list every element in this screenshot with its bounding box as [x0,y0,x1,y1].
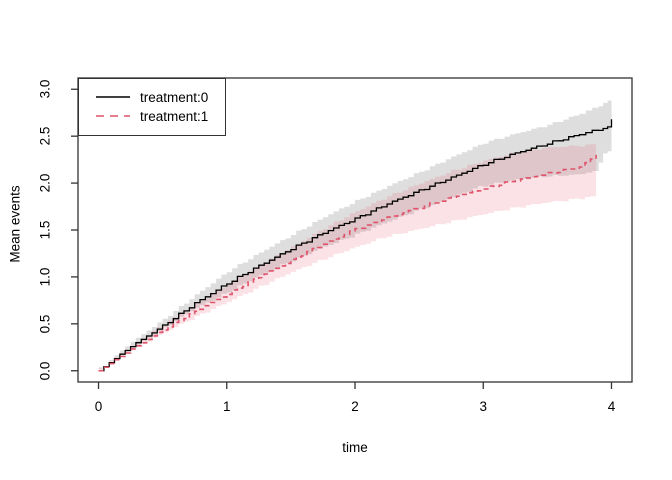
y-tick-label: 0.5 [37,314,53,334]
legend-box: treatment:0 treatment:1 [78,78,226,136]
y-tick-label: 0.0 [37,361,53,381]
series-line-treatment-0 [98,119,613,372]
confidence-band-treatment-1 [98,144,597,371]
x-tick-label: 2 [351,399,359,414]
legend-entry-treatment-0: treatment:0 [79,88,227,106]
legend-entry-treatment-1: treatment:1 [79,107,227,125]
y-tick-label: 3.0 [37,79,53,99]
x-tick-label: 0 [94,399,103,414]
solid-line-sample-icon [96,96,130,98]
y-tick-label: 1.0 [37,267,53,287]
legend-label-treatment-0: treatment:0 [140,89,209,105]
y-tick-label: 2.5 [37,126,53,146]
y-tick-label: 1.5 [37,220,53,240]
x-tick-label: 4 [607,399,616,414]
dashed-line-sample-icon [96,115,130,117]
y-tick-label: 2.0 [37,173,53,193]
y-axis-label: Mean events [7,185,23,263]
x-tick-label: 3 [479,399,487,414]
x-axis-label: time [342,440,368,455]
series-line-treatment-1 [98,154,597,372]
x-tick-label: 1 [222,399,231,414]
legend-label-treatment-1: treatment:1 [140,108,209,124]
